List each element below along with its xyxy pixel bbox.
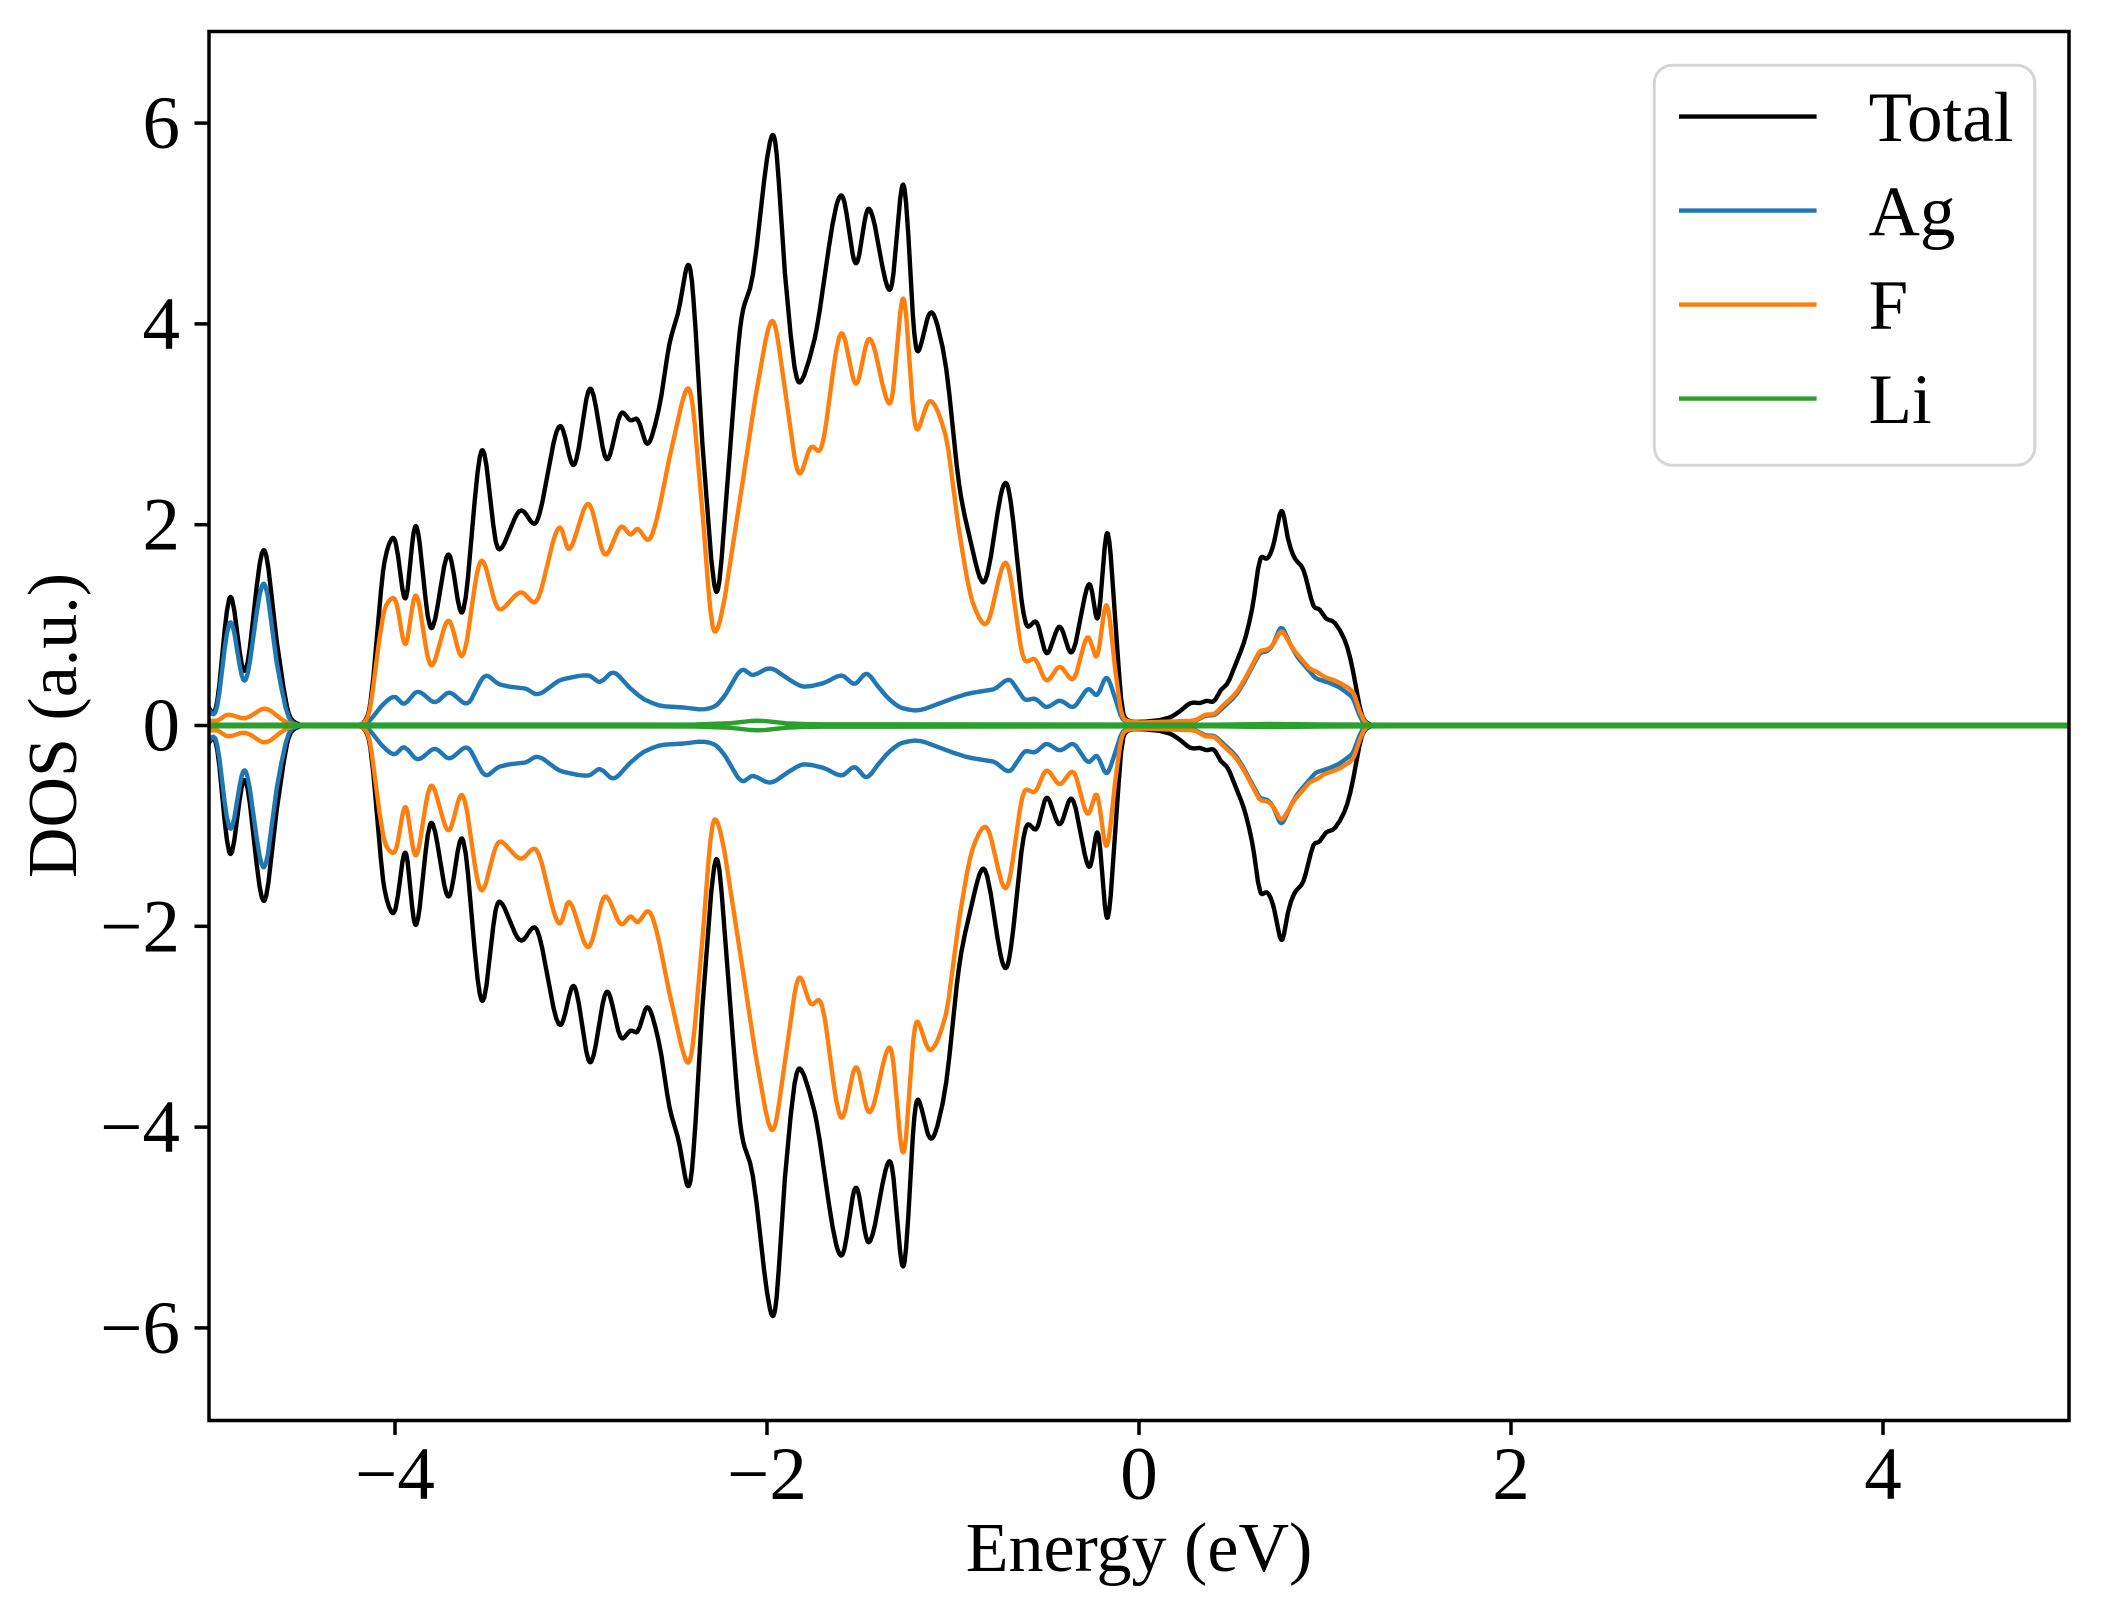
svg-text:Ag: Ag <box>1869 173 1956 251</box>
svg-text:−2: −2 <box>727 1433 807 1516</box>
svg-text:−6: −6 <box>100 1287 180 1370</box>
svg-text:2: 2 <box>1492 1433 1530 1516</box>
svg-text:DOS (a.u.): DOS (a.u.) <box>15 573 92 878</box>
svg-text:0: 0 <box>1120 1433 1158 1516</box>
svg-text:2: 2 <box>143 484 181 567</box>
svg-text:−4: −4 <box>355 1433 435 1516</box>
svg-text:Li: Li <box>1869 361 1932 439</box>
svg-text:Energy (eV): Energy (eV) <box>966 1510 1313 1587</box>
svg-text:4: 4 <box>143 283 181 366</box>
svg-text:−2: −2 <box>100 885 180 968</box>
svg-text:−4: −4 <box>100 1086 180 1169</box>
svg-text:Total: Total <box>1869 79 2014 157</box>
svg-text:F: F <box>1869 267 1909 345</box>
svg-text:6: 6 <box>143 82 181 165</box>
svg-text:0: 0 <box>143 685 181 768</box>
svg-text:4: 4 <box>1864 1433 1902 1516</box>
